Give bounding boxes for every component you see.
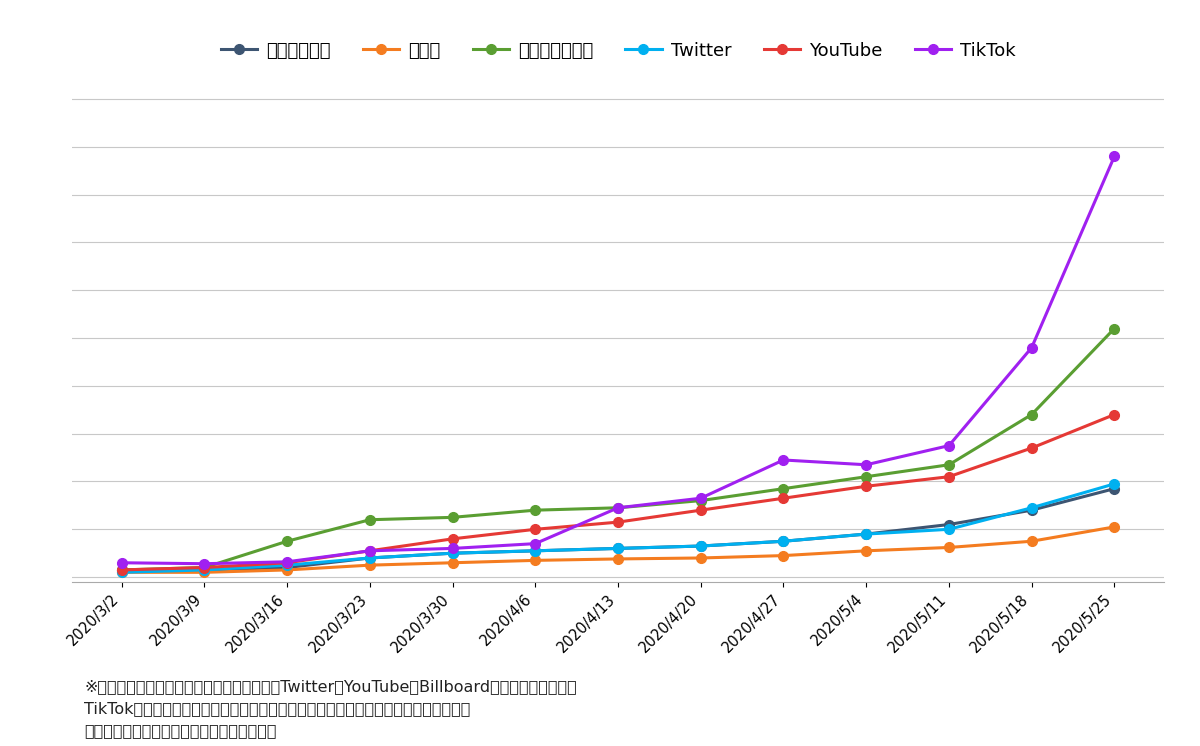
YouTube: [776, 494, 791, 503]
TikTok: [445, 544, 460, 553]
Text: ※ダウンロード、ラジオ、ストリーミング、Twitter、YouTubeはBillboardチャートポイント、
TikTokは独自の再生指数によるものであるためそ: ※ダウンロード、ラジオ、ストリーミング、Twitter、YouTubeはBill…: [84, 679, 577, 739]
Twitter: [1025, 504, 1039, 513]
Twitter: [362, 554, 377, 562]
TikTok: [1025, 343, 1039, 352]
Legend: ダウンロード, ラジオ, ストリーミング, Twitter, YouTube, TikTok: ダウンロード, ラジオ, ストリーミング, Twitter, YouTube, …: [214, 34, 1022, 67]
ストリーミング: [528, 506, 542, 515]
TikTok: [859, 460, 874, 469]
YouTube: [114, 565, 128, 574]
ラジオ: [362, 561, 377, 570]
ダウンロード: [694, 542, 708, 551]
YouTube: [362, 546, 377, 555]
Twitter: [611, 544, 625, 553]
ダウンロード: [776, 537, 791, 546]
Line: ストリーミング: ストリーミング: [116, 324, 1120, 574]
ラジオ: [197, 568, 211, 577]
ダウンロード: [280, 563, 294, 572]
ラジオ: [694, 554, 708, 562]
YouTube: [1108, 410, 1122, 419]
ストリーミング: [280, 537, 294, 546]
ラジオ: [1108, 522, 1122, 531]
Twitter: [114, 568, 128, 577]
TikTok: [1108, 152, 1122, 161]
ラジオ: [611, 554, 625, 563]
Twitter: [445, 549, 460, 558]
ラジオ: [942, 543, 956, 552]
ストリーミング: [859, 472, 874, 481]
YouTube: [528, 525, 542, 534]
YouTube: [280, 558, 294, 567]
TikTok: [942, 441, 956, 450]
ダウンロード: [114, 565, 128, 574]
YouTube: [859, 482, 874, 491]
ストリーミング: [1025, 410, 1039, 419]
Twitter: [694, 542, 708, 551]
ラジオ: [280, 565, 294, 574]
ラジオ: [114, 568, 128, 577]
ストリーミング: [197, 563, 211, 572]
TikTok: [197, 560, 211, 568]
Line: YouTube: YouTube: [116, 410, 1120, 574]
Twitter: [859, 530, 874, 539]
TikTok: [776, 456, 791, 465]
Line: TikTok: TikTok: [116, 151, 1120, 568]
Line: ダウンロード: ダウンロード: [116, 484, 1120, 574]
Line: ラジオ: ラジオ: [116, 522, 1120, 577]
ラジオ: [1025, 537, 1039, 546]
ラジオ: [528, 556, 542, 565]
ラジオ: [776, 551, 791, 560]
YouTube: [445, 534, 460, 543]
Twitter: [942, 525, 956, 534]
Twitter: [1108, 480, 1122, 489]
ストリーミング: [611, 504, 625, 513]
ストリーミング: [445, 513, 460, 521]
ダウンロード: [197, 565, 211, 574]
ストリーミング: [942, 460, 956, 469]
ストリーミング: [114, 565, 128, 574]
YouTube: [197, 563, 211, 572]
TikTok: [528, 539, 542, 548]
Twitter: [197, 565, 211, 574]
YouTube: [694, 506, 708, 515]
Twitter: [776, 537, 791, 546]
TikTok: [114, 558, 128, 567]
ストリーミング: [1108, 324, 1122, 333]
YouTube: [942, 472, 956, 481]
ストリーミング: [776, 484, 791, 493]
TikTok: [694, 494, 708, 503]
ストリーミング: [694, 496, 708, 505]
ラジオ: [859, 546, 874, 555]
ダウンロード: [528, 546, 542, 555]
Twitter: [280, 561, 294, 570]
YouTube: [1025, 444, 1039, 453]
ダウンロード: [611, 544, 625, 553]
TikTok: [280, 557, 294, 566]
ダウンロード: [859, 530, 874, 539]
YouTube: [611, 518, 625, 527]
Line: Twitter: Twitter: [116, 479, 1120, 577]
Twitter: [528, 546, 542, 555]
ダウンロード: [362, 554, 377, 562]
ダウンロード: [1025, 506, 1039, 515]
ラジオ: [445, 558, 460, 567]
ダウンロード: [445, 549, 460, 558]
TikTok: [362, 546, 377, 555]
TikTok: [611, 504, 625, 513]
ダウンロード: [942, 520, 956, 529]
ダウンロード: [1108, 484, 1122, 493]
ストリーミング: [362, 515, 377, 524]
